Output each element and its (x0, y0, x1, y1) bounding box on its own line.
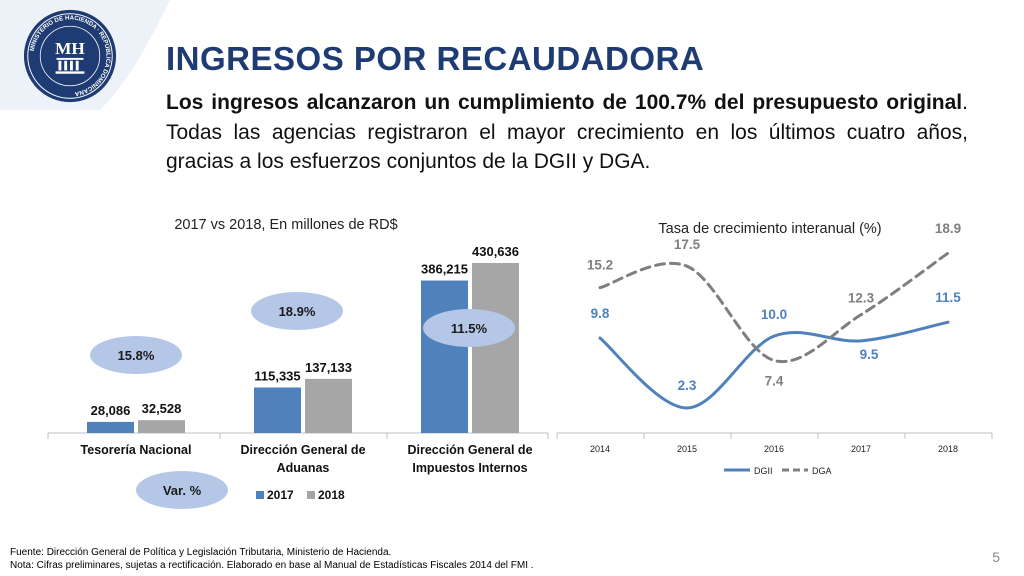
variation-legend-label: Var. % (163, 483, 202, 498)
variation-legend-badge (136, 471, 228, 509)
bar-chart-title: 2017 vs 2018, En millones de RD$ (174, 217, 397, 233)
bar-2017-0 (87, 421, 134, 433)
line-data-label: 9.5 (860, 347, 879, 362)
intro-highlight: Los ingresos alcanzaron un cumplimiento … (166, 91, 963, 114)
bar-value-label: 386,215 (421, 262, 468, 277)
bar-2018-2 (472, 263, 519, 433)
line-x-tick-label: 2018 (938, 444, 958, 454)
footer-notes: Fuente: Dirección General de Política y … (10, 546, 534, 572)
bar-value-label: 430,636 (472, 244, 519, 259)
bar-category-label: Tesorería Nacional (81, 443, 192, 457)
variation-badge (90, 336, 182, 374)
line-legend-label: DGA (812, 466, 832, 476)
line-data-label: 2.3 (678, 378, 697, 393)
bar-2017-1 (254, 387, 301, 433)
line-data-label: 9.8 (591, 306, 610, 321)
variation-label: 18.9% (279, 304, 316, 319)
line-x-tick-label: 2014 (590, 444, 610, 454)
line-data-label: 17.5 (674, 237, 701, 252)
line-series-DGA (598, 251, 950, 364)
bar-category-label: Dirección General de (240, 443, 365, 457)
bar-legend-swatch (307, 491, 315, 499)
line-chart-title: Tasa de crecimiento interanual (%) (658, 221, 881, 237)
line-x-tick-label: 2015 (677, 444, 697, 454)
page-number: 5 (992, 549, 1000, 565)
bar-value-label: 32,528 (142, 401, 182, 416)
line-legend-label: DGII (754, 466, 773, 476)
variation-label: 11.5% (451, 321, 488, 336)
line-x-tick-label: 2016 (764, 444, 784, 454)
variation-badge (423, 309, 515, 347)
line-data-label: 11.5 (935, 290, 961, 305)
bar-category-label: Aduanas (277, 461, 330, 475)
bar-legend-swatch (256, 491, 264, 499)
line-data-label: 15.2 (587, 258, 613, 273)
bar-legend-label: 2017 (267, 488, 294, 502)
footer-note: Nota: Cifras preliminares, sujetas a rec… (10, 560, 534, 571)
bar-2017-2 (421, 280, 468, 433)
variation-label: 15.8% (118, 348, 155, 363)
line-data-label: 10.0 (761, 307, 787, 322)
bar-value-label: 137,133 (305, 360, 352, 375)
slide-title: INGRESOS POR RECAUDADORA (166, 40, 705, 77)
bar-value-label: 28,086 (91, 403, 131, 418)
bar-legend-label: 2018 (318, 488, 345, 502)
variation-badge (251, 292, 343, 330)
bar-2018-0 (138, 420, 185, 433)
intro-text: . Todas las agencias registraron el mayo… (166, 91, 968, 173)
line-x-tick-label: 2017 (851, 444, 871, 454)
bar-category-label: Impuestos Internos (412, 461, 527, 475)
bar-category-label: Dirección General de (407, 443, 532, 457)
line-data-label: 7.4 (765, 373, 784, 388)
bar-2018-1 (305, 378, 352, 433)
bar-value-label: 115,335 (254, 368, 300, 383)
line-series-DGII (598, 320, 950, 410)
intro-paragraph: Los ingresos alcanzaron un cumplimiento … (166, 88, 968, 177)
footer-source: Fuente: Dirección General de Política y … (10, 547, 392, 558)
svg-text:MH: MH (55, 39, 85, 58)
line-data-label: 12.3 (848, 291, 875, 306)
ministry-seal-logo: MINISTERIO DE HACIENDA · REPÚBLICA DOMIN… (23, 9, 117, 103)
line-data-label: 18.9 (935, 221, 961, 236)
